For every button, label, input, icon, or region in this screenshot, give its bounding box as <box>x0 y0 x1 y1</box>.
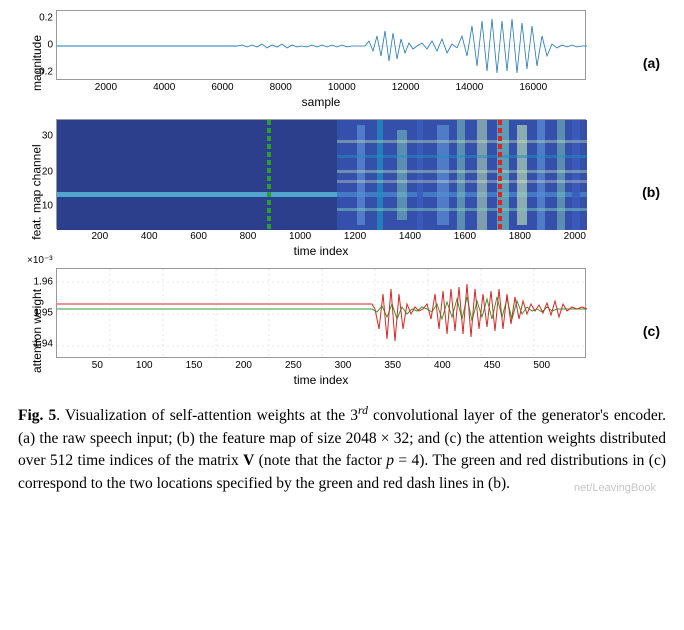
panel-b-row: feat. map channel 30 20 10 <box>18 119 666 264</box>
xtick: 6000 <box>211 82 233 93</box>
caption-V: V <box>243 452 254 469</box>
xtick: 1800 <box>509 231 531 242</box>
ytick: 20 <box>42 166 53 177</box>
xtick: 600 <box>190 231 207 242</box>
panel-a-chart-col: 0.2 0 -0.2 <box>56 10 606 115</box>
panel-b-chart-col: 30 20 10 <box>56 119 606 264</box>
xtick: 500 <box>533 360 550 371</box>
caption-fig-label: Fig. 5 <box>18 407 56 424</box>
ytick: 1.94 <box>34 338 53 349</box>
panel-a-row: magnitude 0.2 0 -0.2 <box>18 10 666 115</box>
panel-b-xticks: . 200 400 600 800 1000 1200 1400 1600 18… <box>56 229 586 244</box>
heatmap-svg <box>57 120 587 230</box>
ytick: 0.2 <box>39 12 53 23</box>
caption-ord: 3 <box>350 407 358 424</box>
xtick: 2000 <box>564 231 586 242</box>
panel-a-xticks: . 2000 4000 6000 8000 10000 12000 14000 … <box>56 80 586 95</box>
heatmap-texture <box>337 120 587 230</box>
xtick: 1000 <box>289 231 311 242</box>
panel-a-label: (a) <box>606 55 666 71</box>
xtick: 1200 <box>344 231 366 242</box>
red-line <box>57 284 587 341</box>
panel-c-yticks: 1.96 1.95 1.94 <box>21 269 55 357</box>
xtick: 450 <box>484 360 501 371</box>
ytick: 10 <box>42 201 53 212</box>
xtick: 200 <box>91 231 108 242</box>
xtick: 12000 <box>392 82 420 93</box>
figure-container: magnitude 0.2 0 -0.2 <box>18 10 666 495</box>
panel-c-chart-col: ×10⁻³ 1.96 1.95 1.94 <box>56 268 606 393</box>
panel-a-yticks: 0.2 0 -0.2 <box>21 11 55 79</box>
xtick: 300 <box>335 360 352 371</box>
grid <box>57 269 587 359</box>
xtick: 4000 <box>153 82 175 93</box>
xtick: 16000 <box>519 82 547 93</box>
panel-b-yticks: 30 20 10 <box>21 120 55 228</box>
xtick: 400 <box>141 231 158 242</box>
caption-t1: . Visualization of self-attention weight… <box>56 407 350 424</box>
caption-ord-sup: rd <box>358 404 368 417</box>
xtick: 800 <box>240 231 257 242</box>
panel-b-label: (b) <box>606 184 666 200</box>
ytick: 1.95 <box>34 308 53 319</box>
caption-p: p <box>386 452 394 469</box>
xtick: 50 <box>92 360 103 371</box>
xtick: 200 <box>235 360 252 371</box>
ytick: -0.2 <box>36 67 53 78</box>
panel-b-chart: 30 20 10 <box>56 119 586 229</box>
ytick: 1.96 <box>34 277 53 288</box>
xtick: 10000 <box>328 82 356 93</box>
xtick: 400 <box>434 360 451 371</box>
xtick: 100 <box>136 360 153 371</box>
panel-c-xticks: . 50 100 150 200 250 300 350 400 450 500… <box>56 358 586 373</box>
figure-caption: Fig. 5. Visualization of self-attention … <box>18 403 666 495</box>
xtick: 350 <box>384 360 401 371</box>
panel-a-chart: 0.2 0 -0.2 <box>56 10 586 80</box>
attention-svg <box>57 269 587 359</box>
xtick: 2000 <box>95 82 117 93</box>
watermark: net/LeavingBook <box>574 481 656 497</box>
xtick: 250 <box>285 360 302 371</box>
waveform-svg <box>57 11 587 81</box>
panel-c-label: (c) <box>606 323 666 339</box>
panel-c-xlabel: time index <box>56 373 586 393</box>
xtick: 8000 <box>270 82 292 93</box>
panel-c-chart: ×10⁻³ 1.96 1.95 1.94 <box>56 268 586 358</box>
ytick: 0 <box>47 40 53 51</box>
xtick: 1400 <box>399 231 421 242</box>
xtick: 150 <box>186 360 203 371</box>
caption-t3: (note that the factor <box>254 452 386 469</box>
panel-c-row: attention weight ×10⁻³ 1.96 1.95 1.94 <box>18 268 666 393</box>
panel-b-xlabel: time index <box>56 244 586 264</box>
panel-c-exp: ×10⁻³ <box>27 255 53 266</box>
xtick: 1600 <box>454 231 476 242</box>
xtick: 14000 <box>456 82 484 93</box>
panel-a-xlabel: sample <box>56 95 586 115</box>
ytick: 30 <box>42 131 53 142</box>
